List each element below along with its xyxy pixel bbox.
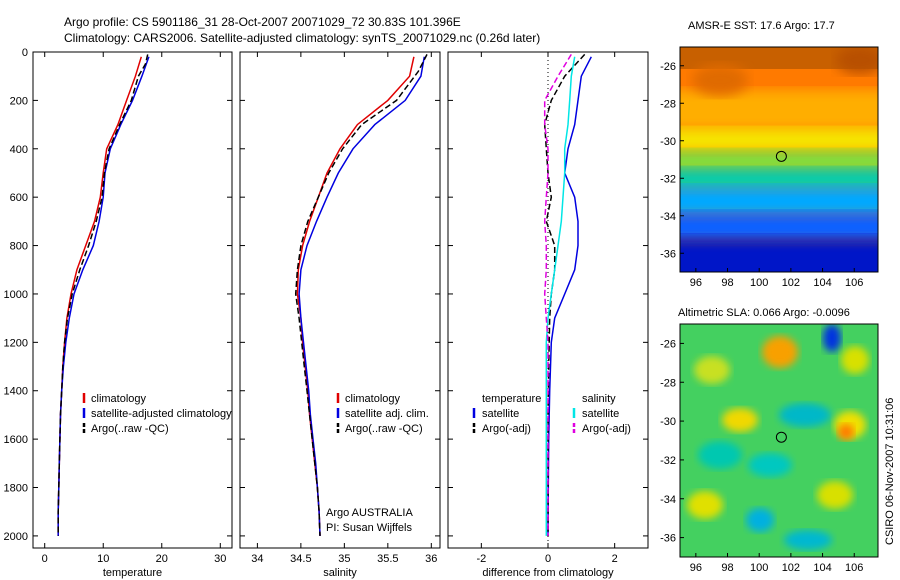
x-tick-label: 2 <box>612 553 618 565</box>
sla-heatmap <box>680 324 878 557</box>
map-y-tick-label: -36 <box>660 533 676 545</box>
map-x-tick-label: 98 <box>721 277 733 289</box>
map-x-tick-label: 96 <box>690 277 702 289</box>
map-y-tick-label: -30 <box>660 136 676 148</box>
map-x-tick-label: 104 <box>813 277 831 289</box>
sst-map-frame <box>679 46 879 273</box>
map-x-tick-label: 106 <box>845 277 863 289</box>
y-tick-label: 2000 <box>4 531 28 543</box>
series-line-argo-raw-qc- <box>57 54 149 536</box>
series-line-argo-raw-qc- <box>294 54 428 536</box>
legend-label: satellite <box>582 408 619 420</box>
map-y-tick-label: -36 <box>660 248 676 260</box>
y-tick-label: 200 <box>10 95 28 107</box>
x-axis-label: salinity <box>323 567 357 579</box>
map-x-tick-label: 106 <box>845 562 863 574</box>
y-tick-label: 800 <box>10 241 28 253</box>
legend-label: Argo(..raw -QC) <box>345 423 423 435</box>
profile-panel-1: 34 34.5 35 35.5 36 salinity climatology satelli… <box>239 51 441 579</box>
profile-panel-0: 0 10 20 30 0 200 400 600 800 1000 1200 1400 1600 1800… <box>4 47 233 579</box>
x-tick-label: 35.5 <box>377 553 398 565</box>
legend-label: Argo(..raw -QC) <box>91 423 169 435</box>
legend-group-title: salinity <box>582 393 616 405</box>
sla-map-title: Altimetric SLA: 0.066 Argo: -0.0096 <box>678 307 850 319</box>
sst-map-title: AMSR-E SST: 17.6 Argo: 17.7 <box>688 20 835 32</box>
x-tick-label: 36 <box>425 553 437 565</box>
series-line-temperature-satellite <box>547 56 592 536</box>
y-tick-label: 1400 <box>4 386 28 398</box>
series-line-salinity-satellite <box>545 56 576 536</box>
y-tick-label: 1800 <box>4 483 28 495</box>
map-y-tick-label: -26 <box>660 61 676 73</box>
x-axis-label: difference from climatology <box>482 567 614 579</box>
x-tick-label: 20 <box>156 553 168 565</box>
x-tick-label: 34 <box>251 553 263 565</box>
map-y-tick-label: -32 <box>660 455 676 467</box>
x-tick-label: 0 <box>545 553 551 565</box>
sst-map-ticks: 96 98 100 102 104 106 -26 -28 -30 -32 -34 -36 <box>660 61 863 289</box>
map-x-tick-label: 100 <box>750 277 768 289</box>
legend-label: Argo(-adj) <box>582 423 631 435</box>
series-line-satellite-adj-clim- <box>298 56 426 536</box>
y-tick-label: 0 <box>22 47 28 59</box>
map-x-tick-label: 102 <box>782 277 800 289</box>
figure-title-line1: Argo profile: CS 5901186_31 28-Oct-2007 … <box>64 15 461 29</box>
x-axis-label: temperature <box>103 567 162 579</box>
map-y-tick-label: -28 <box>660 98 676 110</box>
sst-argo-location-marker <box>775 150 787 162</box>
y-tick-label: 1000 <box>4 289 28 301</box>
y-tick-label: 400 <box>10 144 28 156</box>
sst-heatmap <box>680 47 878 272</box>
map-y-tick-label: -28 <box>660 377 676 389</box>
x-tick-label: 35 <box>338 553 350 565</box>
sla-map-frame <box>679 323 879 558</box>
legend-label: satellite <box>482 408 519 420</box>
legend-label: climatology <box>91 393 147 405</box>
legend-label: Argo(-adj) <box>482 423 531 435</box>
side-timestamp: CSIRO 06-Nov-2007 10:31:06 <box>884 398 896 545</box>
map-x-tick-label: 104 <box>813 562 831 574</box>
series-line-temperature-argo-adj- <box>543 53 586 536</box>
map-x-tick-label: 96 <box>690 562 702 574</box>
legend-label: satellite-adjusted climatology <box>91 408 232 420</box>
map-x-tick-label: 100 <box>750 562 768 574</box>
map-x-tick-label: 102 <box>782 562 800 574</box>
figure-title-line2: Climatology: CARS2006. Satellite-adjuste… <box>64 31 540 45</box>
sla-argo-location-marker <box>775 431 787 443</box>
x-tick-label: 34.5 <box>290 553 311 565</box>
credit-line2: PI: Susan Wijffels <box>326 522 412 534</box>
map-y-tick-label: -34 <box>660 211 676 223</box>
panel-frame <box>32 51 233 549</box>
credit-line1: Argo AUSTRALIA <box>326 507 413 519</box>
x-tick-label: 30 <box>214 553 226 565</box>
map-y-tick-label: -30 <box>660 416 676 428</box>
map-y-tick-label: -34 <box>660 494 676 506</box>
panel-frame <box>239 51 441 549</box>
profile-panels: 0 10 20 30020040060080010001200140016001800… <box>4 47 649 579</box>
map-y-tick-label: -26 <box>660 338 676 350</box>
series-line-salinity-argo-adj- <box>543 54 572 536</box>
x-tick-label: 10 <box>97 553 109 565</box>
profile-panel-2: -2 0 2 difference from climatology temperatu… <box>447 51 649 579</box>
x-tick-label: 0 <box>42 553 48 565</box>
x-tick-label: -2 <box>476 553 486 565</box>
legend-label: satellite adj. clim. <box>345 408 429 420</box>
y-tick-label: 1200 <box>4 337 28 349</box>
y-tick-label: 600 <box>10 192 28 204</box>
map-y-tick-label: -32 <box>660 173 676 185</box>
map-x-tick-label: 98 <box>721 562 733 574</box>
sla-map-ticks: 96 98 100 102 104 106 -26 -28 -30 -32 -34 -36 <box>660 338 863 574</box>
legend-label: climatology <box>345 393 401 405</box>
legend-group-title: temperature <box>482 393 541 405</box>
y-tick-label: 1600 <box>4 434 28 446</box>
